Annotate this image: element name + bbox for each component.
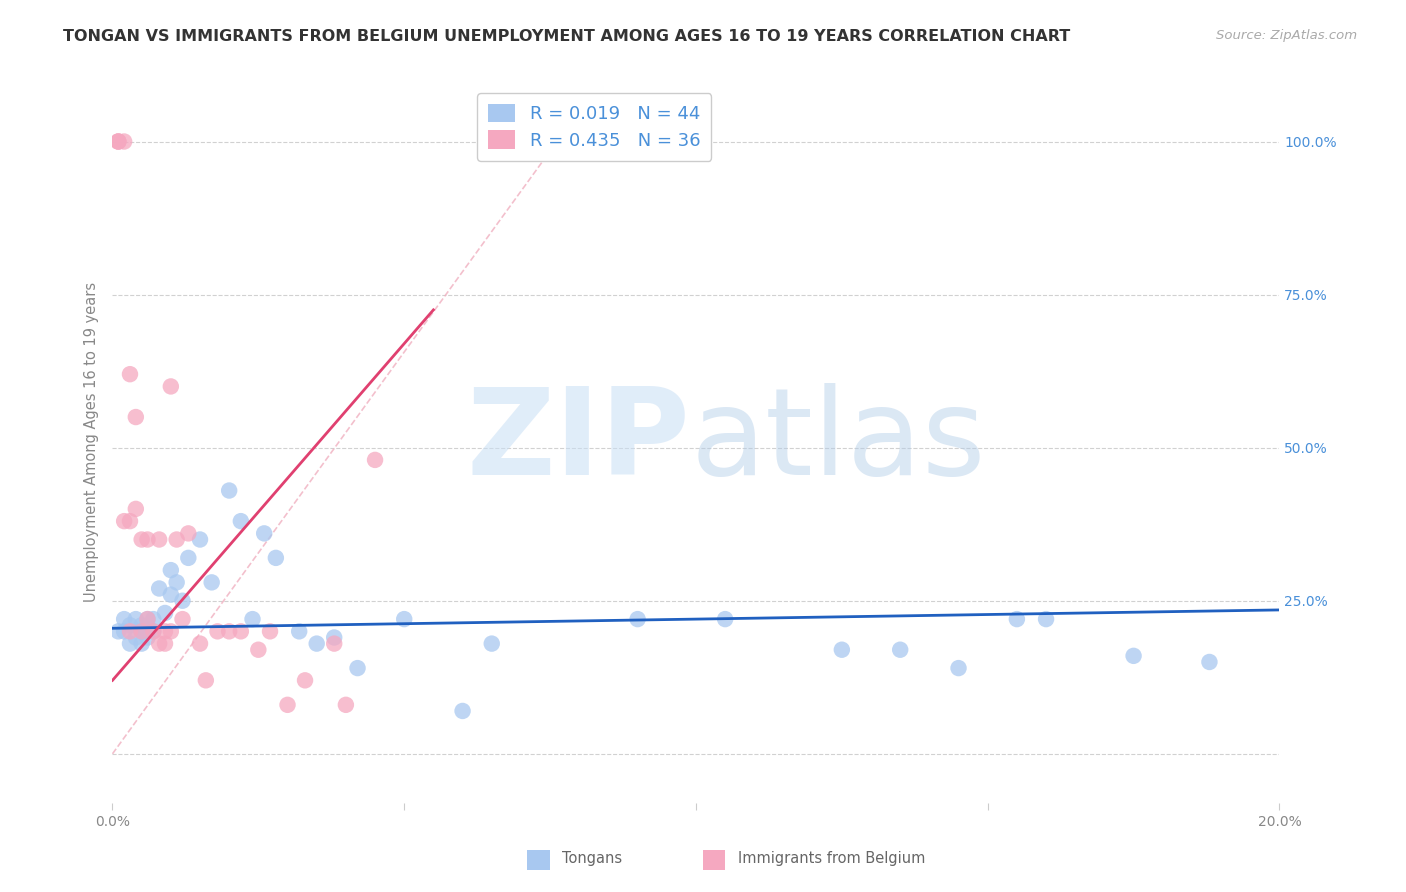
Text: Immigrants from Belgium: Immigrants from Belgium bbox=[738, 851, 925, 865]
Point bbox=[125, 502, 148, 516]
Point bbox=[160, 379, 183, 393]
Point bbox=[131, 624, 153, 639]
Point bbox=[259, 624, 281, 639]
Point bbox=[305, 637, 328, 651]
Point bbox=[118, 514, 141, 528]
Point bbox=[188, 533, 211, 547]
Point bbox=[276, 698, 298, 712]
Point bbox=[364, 453, 387, 467]
Point bbox=[1198, 655, 1220, 669]
Point bbox=[136, 631, 159, 645]
Point bbox=[148, 582, 170, 596]
Point bbox=[264, 550, 287, 565]
Point bbox=[1035, 612, 1057, 626]
Point bbox=[166, 575, 188, 590]
Point bbox=[323, 631, 346, 645]
Point bbox=[242, 612, 264, 626]
Point bbox=[148, 533, 170, 547]
Point bbox=[148, 637, 170, 651]
Point bbox=[229, 514, 252, 528]
Point bbox=[166, 533, 188, 547]
Point bbox=[153, 637, 176, 651]
Point bbox=[481, 637, 503, 651]
Point bbox=[294, 673, 316, 688]
Point bbox=[160, 588, 183, 602]
Point bbox=[107, 135, 129, 149]
Point bbox=[218, 624, 240, 639]
Point bbox=[118, 367, 141, 381]
Point bbox=[451, 704, 474, 718]
Point bbox=[346, 661, 368, 675]
Point bbox=[177, 550, 200, 565]
Point bbox=[131, 618, 153, 632]
Point bbox=[112, 135, 135, 149]
Point bbox=[107, 135, 129, 149]
Point bbox=[172, 612, 194, 626]
Point bbox=[188, 637, 211, 651]
Point bbox=[131, 624, 153, 639]
Text: Source: ZipAtlas.com: Source: ZipAtlas.com bbox=[1216, 29, 1357, 42]
Point bbox=[112, 612, 135, 626]
Point bbox=[153, 606, 176, 620]
Point bbox=[136, 612, 159, 626]
Point bbox=[394, 612, 416, 626]
Point bbox=[177, 526, 200, 541]
Point bbox=[136, 533, 159, 547]
Point bbox=[160, 624, 183, 639]
Point bbox=[125, 631, 148, 645]
Point bbox=[335, 698, 357, 712]
Point bbox=[889, 642, 911, 657]
Point bbox=[125, 410, 148, 425]
Y-axis label: Unemployment Among Ages 16 to 19 years: Unemployment Among Ages 16 to 19 years bbox=[84, 282, 100, 601]
Point bbox=[194, 673, 217, 688]
Point bbox=[153, 624, 176, 639]
Point bbox=[160, 563, 183, 577]
Point bbox=[948, 661, 970, 675]
Legend: R = 0.019   N = 44, R = 0.435   N = 36: R = 0.019 N = 44, R = 0.435 N = 36 bbox=[478, 93, 711, 161]
Text: ZIP: ZIP bbox=[467, 383, 690, 500]
Text: atlas: atlas bbox=[690, 383, 986, 500]
Point bbox=[247, 642, 270, 657]
Point bbox=[218, 483, 240, 498]
Point bbox=[107, 135, 129, 149]
Point bbox=[131, 637, 153, 651]
Point bbox=[627, 612, 650, 626]
Point bbox=[323, 637, 346, 651]
Point bbox=[112, 624, 135, 639]
Point bbox=[714, 612, 737, 626]
Point bbox=[131, 533, 153, 547]
Point bbox=[253, 526, 276, 541]
Point bbox=[112, 514, 135, 528]
Point bbox=[207, 624, 229, 639]
Text: TONGAN VS IMMIGRANTS FROM BELGIUM UNEMPLOYMENT AMONG AGES 16 TO 19 YEARS CORRELA: TONGAN VS IMMIGRANTS FROM BELGIUM UNEMPL… bbox=[63, 29, 1070, 44]
Point bbox=[142, 612, 165, 626]
Point bbox=[118, 618, 141, 632]
Point bbox=[172, 593, 194, 607]
Text: Tongans: Tongans bbox=[562, 851, 623, 865]
Point bbox=[1122, 648, 1144, 663]
Point bbox=[831, 642, 853, 657]
Point bbox=[118, 637, 141, 651]
Point bbox=[201, 575, 224, 590]
Point bbox=[229, 624, 252, 639]
Point bbox=[136, 612, 159, 626]
Point bbox=[142, 624, 165, 639]
Point bbox=[1005, 612, 1028, 626]
Point bbox=[118, 624, 141, 639]
Point bbox=[125, 612, 148, 626]
Point bbox=[142, 624, 165, 639]
Point bbox=[107, 624, 129, 639]
Point bbox=[288, 624, 311, 639]
